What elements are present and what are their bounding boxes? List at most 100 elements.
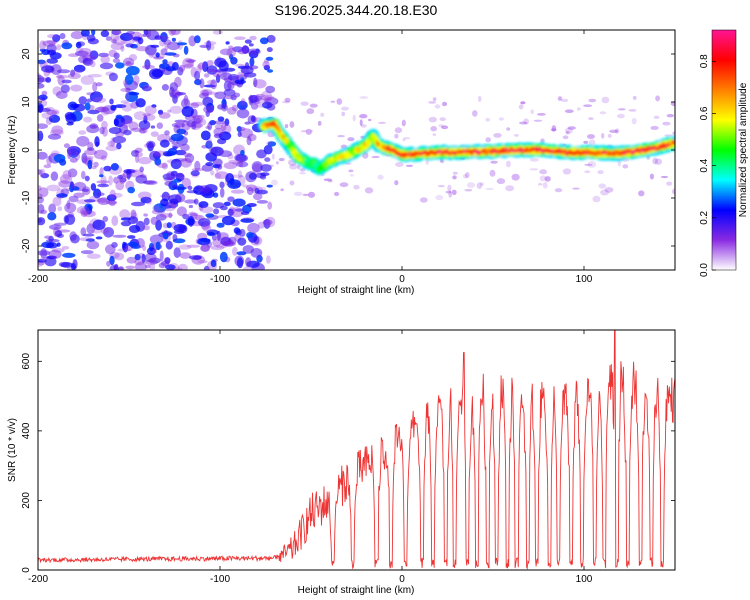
noise-blob — [216, 222, 225, 228]
noise-blob — [567, 126, 576, 130]
noise-blob — [38, 83, 45, 89]
noise-blob — [134, 151, 143, 158]
noise-blob — [59, 174, 72, 185]
noise-blob — [465, 172, 470, 179]
ridge-blob — [504, 147, 508, 151]
noise-blob — [215, 74, 221, 83]
ridge-blob — [613, 153, 616, 156]
noise-blob — [588, 139, 596, 146]
x-tick-label: 0 — [399, 274, 405, 285]
ridge-blob — [518, 147, 521, 150]
noise-blob — [218, 150, 233, 158]
noise-blob — [47, 133, 62, 140]
noise-blob — [432, 97, 437, 102]
noise-blob — [247, 48, 261, 55]
noise-blob — [137, 191, 152, 200]
noise-blob — [234, 79, 246, 85]
noise-blob — [40, 209, 47, 215]
noise-blob — [69, 157, 78, 163]
noise-blob — [126, 31, 135, 35]
noise-blob — [121, 102, 133, 112]
noise-blob — [125, 60, 132, 65]
noise-blob — [82, 57, 94, 66]
noise-blob — [544, 176, 551, 182]
noise-blob — [176, 42, 188, 46]
ridge-blob — [390, 149, 393, 153]
noise-blob — [62, 170, 72, 180]
ridge-blob — [478, 150, 482, 154]
noise-blob — [178, 64, 186, 72]
noise-blob — [196, 114, 205, 120]
noise-blob — [447, 184, 452, 192]
noise-blob — [149, 68, 163, 80]
noise-blob — [360, 124, 367, 128]
noise-blob — [242, 266, 253, 270]
noise-blob — [159, 250, 164, 262]
noise-blob — [40, 248, 48, 259]
noise-blob — [653, 115, 660, 120]
noise-blob — [205, 213, 215, 218]
noise-blob — [111, 30, 121, 36]
noise-blob — [75, 41, 82, 49]
noise-blob — [164, 181, 172, 186]
noise-blob — [109, 255, 115, 266]
noise-blob — [145, 140, 156, 149]
noise-blob — [38, 77, 49, 82]
noise-blob — [240, 98, 246, 106]
ridge-blob — [649, 147, 652, 151]
noise-blob — [133, 111, 147, 121]
noise-blob — [160, 198, 169, 207]
noise-blob — [70, 70, 83, 74]
noise-blob — [99, 174, 104, 178]
noise-blob — [110, 163, 119, 171]
noise-blob — [587, 161, 597, 168]
noise-blob — [237, 100, 248, 110]
noise-blob — [173, 186, 187, 190]
noise-blob — [259, 37, 269, 45]
noise-blob — [212, 69, 222, 78]
noise-blob — [103, 165, 112, 172]
noise-blob — [206, 68, 216, 72]
noise-blob — [448, 190, 453, 198]
noise-blob — [212, 30, 223, 35]
noise-blob — [523, 118, 529, 125]
noise-blob — [664, 134, 673, 137]
noise-blob — [49, 224, 62, 230]
noise-blob — [38, 94, 48, 101]
noise-blob — [223, 201, 231, 207]
ridge-blob — [624, 151, 627, 154]
noise-blob — [96, 198, 108, 203]
noise-blob — [139, 128, 146, 134]
noise-blob — [166, 222, 172, 229]
noise-blob — [159, 213, 173, 218]
noise-blob — [142, 84, 152, 90]
noise-blob — [565, 130, 571, 135]
noise-blob — [145, 30, 151, 38]
noise-blob — [282, 100, 291, 104]
y-tick-label: -10 — [21, 190, 32, 205]
noise-blob — [222, 241, 236, 247]
noise-blob — [220, 123, 227, 131]
noise-blob — [167, 109, 172, 113]
noise-blob — [237, 257, 244, 269]
noise-blob — [188, 35, 197, 47]
noise-blob — [144, 259, 159, 265]
noise-blob — [237, 237, 247, 246]
noise-blob — [265, 85, 276, 94]
noise-blob — [477, 95, 482, 102]
noise-blob — [210, 245, 225, 251]
noise-blob — [84, 175, 90, 182]
noise-blob — [206, 229, 219, 236]
noise-blob — [650, 125, 659, 130]
noise-blob — [655, 95, 660, 102]
noise-blob — [70, 103, 80, 109]
noise-blob — [266, 34, 276, 43]
ridge-blob — [527, 149, 531, 153]
noise-blob — [219, 48, 233, 56]
ridge-blob — [371, 133, 376, 138]
ridge-blob — [644, 147, 647, 151]
noise-blob — [323, 178, 333, 182]
noise-blob — [124, 62, 134, 66]
noise-blob — [561, 98, 569, 102]
noise-blob — [86, 240, 100, 250]
